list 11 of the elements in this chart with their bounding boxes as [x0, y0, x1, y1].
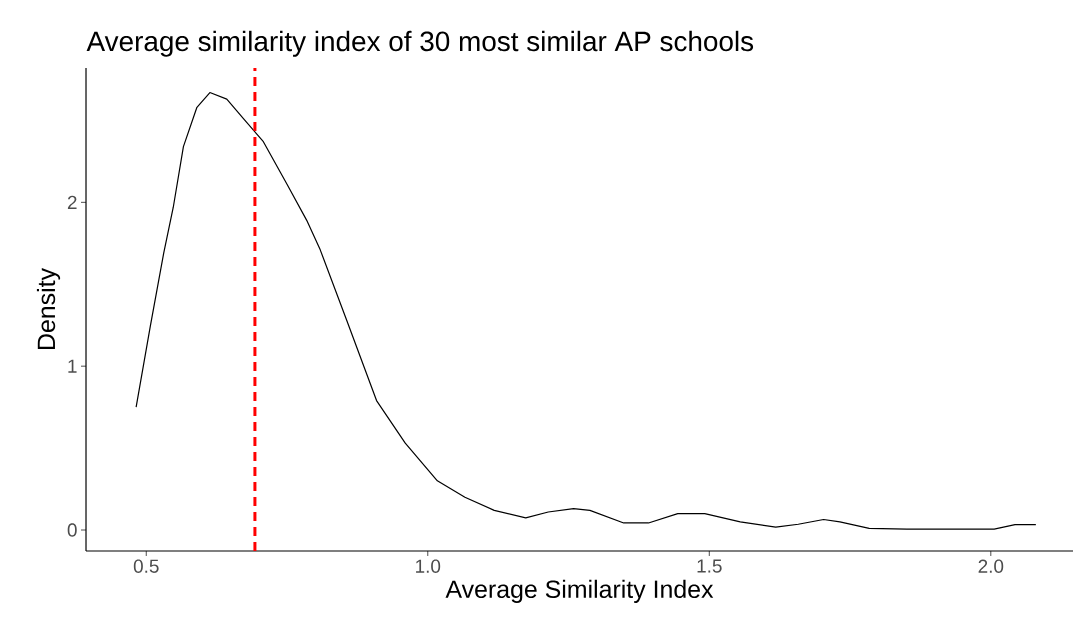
y-tick-label: 2: [67, 195, 77, 209]
line-series: [135, 91, 1037, 530]
chart-title: Average similarity index of 30 most similar AP schools: [86, 30, 754, 57]
x-axis-title: Average Similarity Index: [445, 579, 714, 603]
y-tick-label: 0: [67, 523, 77, 537]
x-tick-label: 0.5: [133, 559, 159, 573]
x-tick-label: 1.0: [416, 559, 441, 573]
y-axis-title: Density: [36, 268, 61, 349]
y-tick-label: 1: [68, 359, 77, 373]
x-tick-label: 2.0: [978, 559, 1004, 573]
x-tick-label: 1.5: [697, 559, 722, 573]
